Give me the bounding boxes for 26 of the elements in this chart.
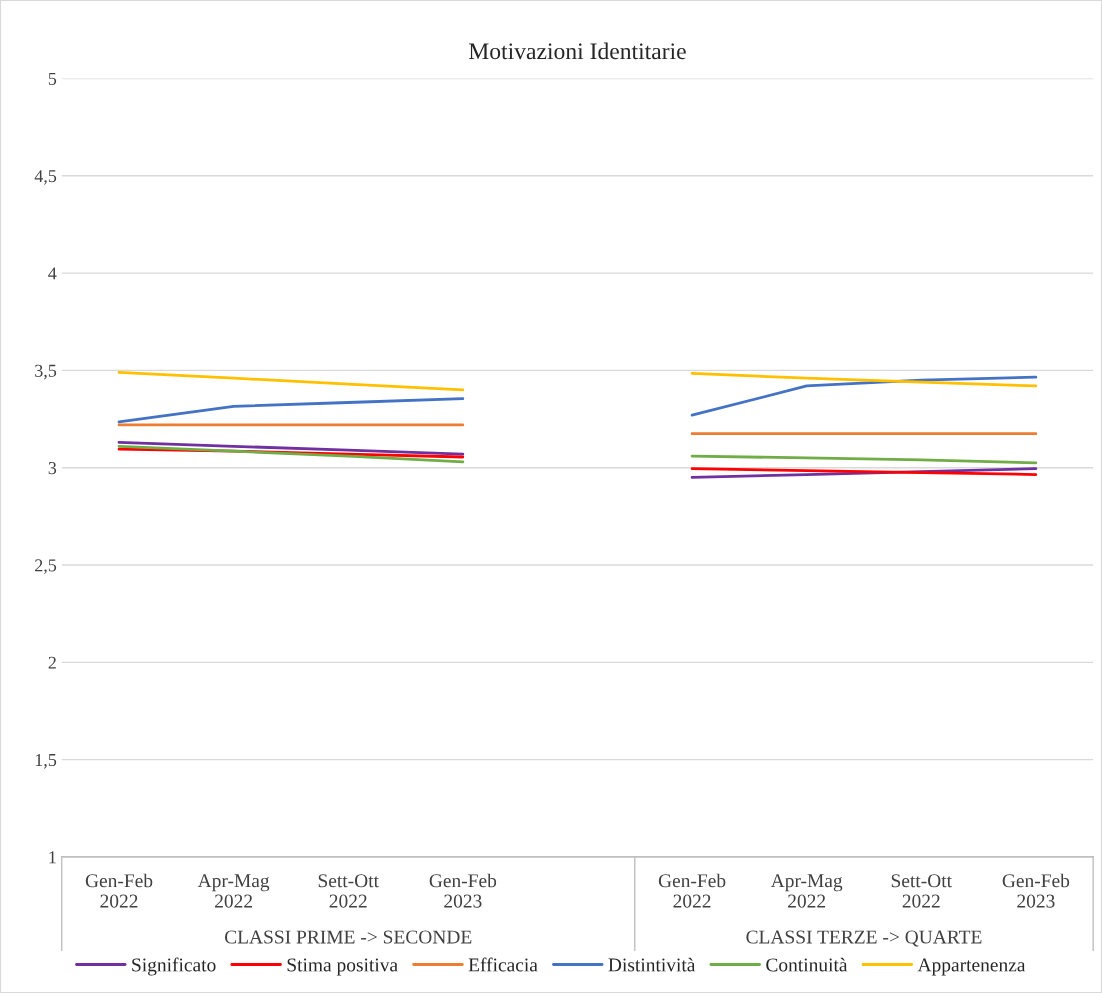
y-tick-label: 4 xyxy=(48,267,57,280)
text: CLASSI PRIME -> SECONDE xyxy=(224,930,472,944)
y-tick-label: 1 xyxy=(49,851,56,864)
x-tick-label: Gen-Feb 2023 xyxy=(1002,873,1070,908)
chart-title: Motivazioni Identitarie xyxy=(468,42,686,60)
y-tick-label: 3 xyxy=(48,462,57,475)
x-tick-label: Apr-Mag 2022 xyxy=(197,874,270,908)
legend-label: Continuità xyxy=(766,957,848,972)
legend-label: Efficacia xyxy=(468,957,538,972)
x-tick-label: Gen-Feb 2022 xyxy=(658,873,726,908)
legend-label: Appartenenza xyxy=(917,958,1026,976)
x-tick-label: Sett-Ott 2022 xyxy=(318,874,379,908)
x-tick-label: Gen-Feb 2023 xyxy=(429,873,497,908)
legend-label: Distintività xyxy=(608,957,696,972)
x-tick-label: Gen-Feb 2022 xyxy=(85,873,153,908)
y-tick-label: 4,5 xyxy=(34,170,57,185)
x-tick-label: Sett-Ott 2022 xyxy=(891,874,952,908)
x-tick-label: Apr-Mag 2022 xyxy=(770,874,843,908)
text: CLASSI TERZE -> QUARTE xyxy=(746,930,982,947)
legend-label: Stima positiva xyxy=(287,958,398,976)
y-tick-label: 2 xyxy=(48,656,56,669)
y-tick-label: 3,5 xyxy=(35,364,57,380)
y-tick-label: 1,5 xyxy=(35,753,57,769)
legend-label: Significato xyxy=(132,957,216,976)
y-tick-label: 2,5 xyxy=(35,559,57,575)
y-tick-label: 5 xyxy=(48,72,57,85)
